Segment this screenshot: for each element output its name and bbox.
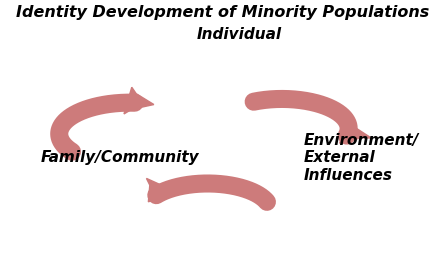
Polygon shape — [340, 120, 372, 143]
Polygon shape — [146, 178, 178, 202]
Text: Family/Community: Family/Community — [40, 150, 199, 165]
Polygon shape — [124, 87, 154, 114]
Text: Identity Development of Minority Populations: Identity Development of Minority Populat… — [16, 5, 429, 20]
Text: Environment/
External
Influences: Environment/ External Influences — [304, 133, 420, 183]
Text: Individual: Individual — [197, 27, 282, 42]
